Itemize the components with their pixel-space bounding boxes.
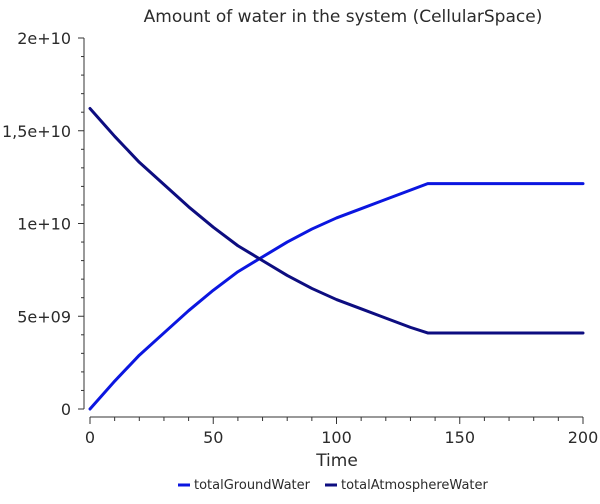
series-lines (88, 106, 585, 411)
y-tick-label: 2e+10 (17, 29, 71, 48)
x-tick-label: 50 (203, 428, 223, 447)
series-line-totalGroundWater (88, 182, 585, 411)
y-tick-label: 1e+10 (17, 215, 71, 234)
series-line-totalAtmosphereWater (88, 106, 585, 335)
x-tick-label: 150 (444, 428, 475, 447)
y-tick-label: 1,5e+10 (2, 122, 71, 141)
legend: totalGroundWater totalAtmosphereWater (178, 478, 489, 493)
x-axis-title: Time (315, 451, 358, 471)
axes: 0 5e+09 1e+10 1,5e+10 2e+10 0 50 100 150 200 (2, 29, 598, 447)
y-tick-label: 5e+09 (17, 307, 71, 326)
x-tick-label: 0 (85, 428, 95, 447)
chart-title: Amount of water in the system (CellularS… (144, 7, 543, 27)
y-tick-label: 0 (61, 400, 71, 419)
x-tick-label: 200 (568, 428, 599, 447)
x-tick-label: 100 (321, 428, 352, 447)
legend-label-totalAtmosphereWater: totalAtmosphereWater (341, 478, 489, 493)
legend-label-totalGroundWater: totalGroundWater (194, 478, 311, 493)
